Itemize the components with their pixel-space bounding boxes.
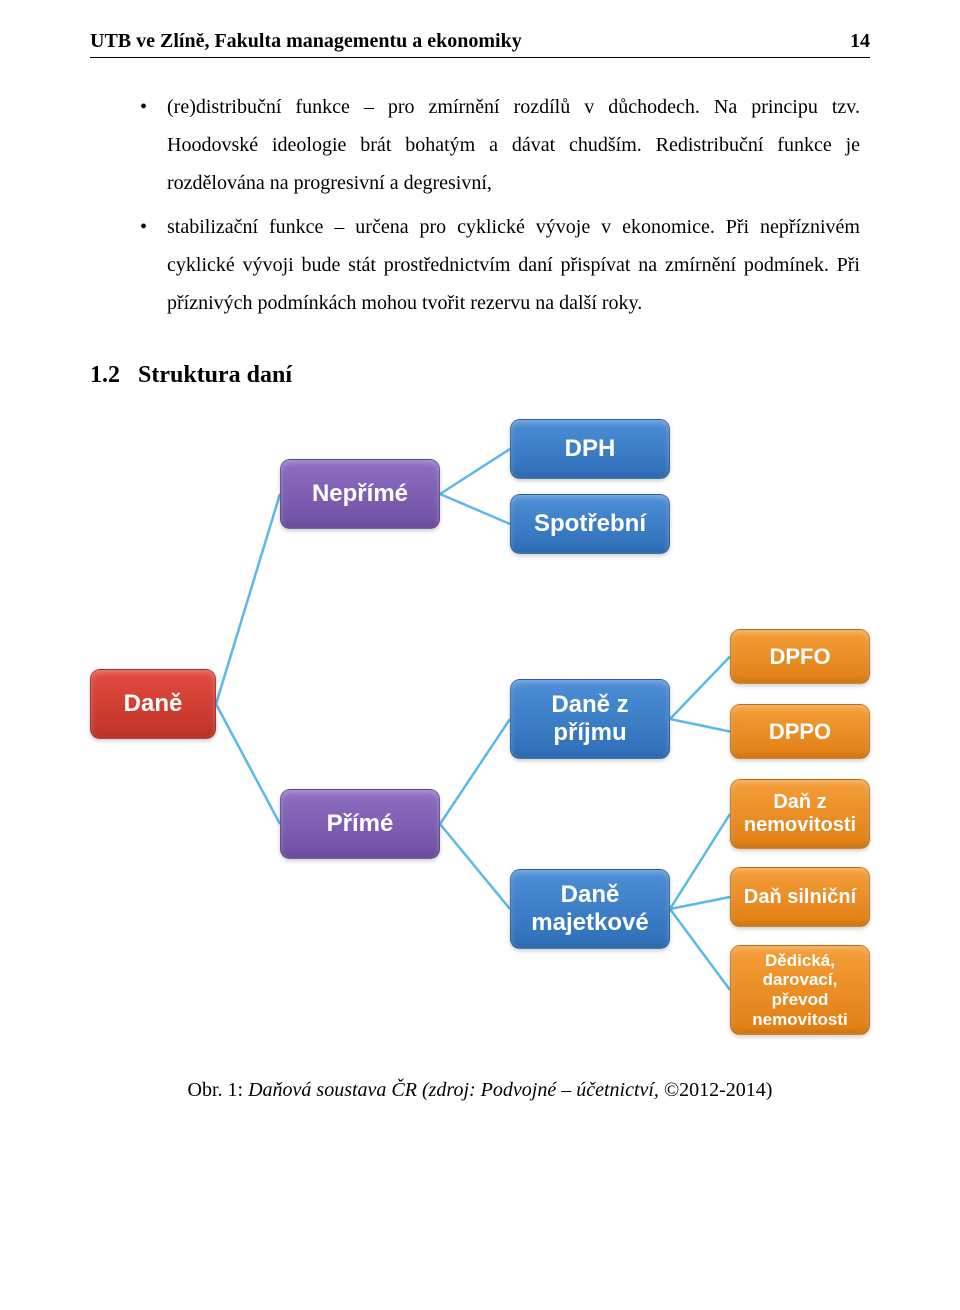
diagram-node-majetkove: Daně majetkové (510, 869, 670, 949)
edge-dane-prime (216, 704, 280, 824)
bullet-icon: • (140, 88, 147, 202)
diagram-node-dph: DPH (510, 419, 670, 479)
header-title: UTB ve Zlíně, Fakulta managementu a ekon… (90, 30, 522, 53)
edge-neprime-dph (440, 449, 510, 494)
section-heading: 1.2 Struktura daní (90, 362, 870, 389)
edge-dane-neprime (216, 494, 280, 704)
section-number: 1.2 (90, 362, 120, 388)
caption-tail: ©2012-2014) (664, 1079, 773, 1101)
caption-prefix: Obr. 1: (188, 1079, 249, 1101)
page-header: UTB ve Zlíně, Fakulta managementu a ekon… (90, 30, 870, 58)
diagram-node-nemov: Daň z nemovitosti (730, 779, 870, 849)
diagram-node-dpfo: DPFO (730, 629, 870, 684)
bullet-icon: • (140, 208, 147, 322)
bullet-text: (re)distribuční funkce – pro zmírnění ro… (167, 88, 860, 202)
figure-caption: Obr. 1: Daňová soustava ČR (zdroj: Podvo… (90, 1079, 870, 1102)
diagram-node-prijmu: Daně z příjmu (510, 679, 670, 759)
diagram-node-dppo: DPPO (730, 704, 870, 759)
edge-prime-prijmu (440, 719, 510, 824)
list-item: • (re)distribuční funkce – pro zmírnění … (140, 88, 860, 202)
section-title: Struktura daní (138, 362, 292, 388)
edge-majetkove-nemov (670, 814, 730, 909)
diagram-node-dane: Daně (90, 669, 216, 739)
edge-prime-majetkove (440, 824, 510, 909)
edge-prijmu-dpfo (670, 657, 730, 720)
edge-majetkove-silnicni (670, 897, 730, 909)
caption-italic: Daňová soustava ČR (zdroj: Podvojné – úč… (248, 1079, 664, 1101)
tax-structure-diagram: Daně Nepřímé Přímé DPH Spotřební Daně z příjm… (90, 419, 870, 1039)
bullet-text: stabilizační funkce – určena pro cyklick… (167, 208, 860, 322)
edge-majetkove-dedicka (670, 909, 730, 990)
diagram-node-prime: Přímé (280, 789, 440, 859)
diagram-node-spotrebni: Spotřební (510, 494, 670, 554)
page-number: 14 (850, 30, 870, 53)
diagram-node-neprime: Nepřímé (280, 459, 440, 529)
diagram-node-silnicni: Daň silniční (730, 867, 870, 927)
edge-prijmu-dppo (670, 719, 730, 732)
diagram-node-dedicka: Dědická, darovací, převod nemovitosti (730, 945, 870, 1035)
bullet-list: • (re)distribuční funkce – pro zmírnění … (140, 88, 860, 322)
list-item: • stabilizační funkce – určena pro cykli… (140, 208, 860, 322)
edge-neprime-spotrebni (440, 494, 510, 524)
